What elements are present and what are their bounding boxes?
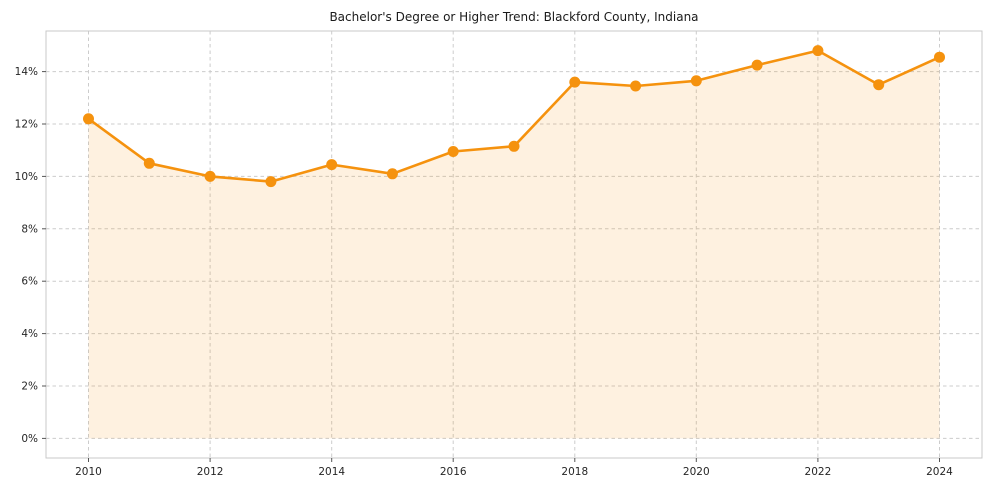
data-point	[934, 51, 945, 63]
data-point	[386, 168, 398, 180]
area-fill	[88, 50, 940, 439]
y-tick-label: 4%	[21, 328, 38, 340]
chart-title: Bachelor's Degree or Higher Trend: Black…	[329, 10, 698, 24]
plot-border	[45, 30, 983, 459]
y-tick-label: 6%	[21, 276, 38, 288]
y-tick-label: 2%	[21, 381, 38, 393]
y-tick-label: 12%	[15, 119, 38, 131]
data-point	[83, 113, 94, 125]
data-point	[630, 80, 642, 92]
data-point	[447, 146, 459, 157]
y-tick-label: 14%	[15, 66, 38, 78]
y-tick-label: 0%	[21, 433, 38, 445]
x-tick-label: 2022	[805, 466, 832, 478]
data-point	[204, 170, 216, 182]
x-tick-label: 2020	[683, 466, 710, 478]
data-point	[812, 45, 824, 57]
data-point	[326, 159, 338, 171]
y-tick-label: 10%	[15, 171, 38, 183]
y-tick-label: 8%	[21, 223, 38, 235]
x-tick-label: 2018	[561, 466, 588, 478]
data-point	[265, 176, 277, 188]
x-tick-label: 2012	[197, 466, 224, 478]
x-tick-label: 2014	[318, 466, 345, 478]
data-point	[508, 140, 520, 152]
x-tick-label: 2016	[440, 466, 467, 478]
x-tick-label: 2010	[75, 466, 102, 478]
data-point	[569, 76, 581, 88]
data-point	[690, 75, 702, 87]
x-tick-label: 2024	[926, 466, 953, 478]
data-point	[873, 79, 885, 91]
data-point	[143, 157, 155, 169]
data-point	[751, 59, 763, 71]
